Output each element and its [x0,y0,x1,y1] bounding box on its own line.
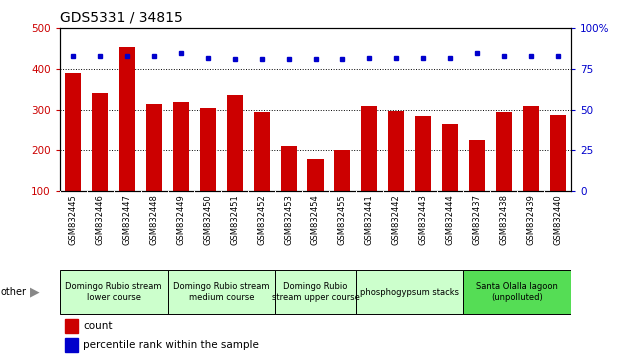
Bar [307,159,324,232]
Text: GSM832450: GSM832450 [203,194,213,245]
Text: GSM832438: GSM832438 [499,194,509,245]
Bar [119,47,135,232]
Bar [469,140,485,232]
Bar [361,106,377,232]
Bar [254,112,270,232]
Bar [66,73,81,232]
Bar [442,124,458,232]
Bar [200,108,216,232]
Bar [334,150,350,232]
Text: GSM832440: GSM832440 [553,194,562,245]
Text: GSM832446: GSM832446 [96,194,105,245]
Bar [146,104,162,232]
Bar [65,319,78,333]
Text: GSM832453: GSM832453 [284,194,293,245]
Bar [92,93,109,232]
Bar [356,270,463,314]
Text: GSM832442: GSM832442 [392,194,401,245]
Text: ▶: ▶ [30,286,40,298]
Bar [173,102,189,232]
Text: Domingo Rubio
stream upper course: Domingo Rubio stream upper course [271,282,360,302]
Bar [522,106,539,232]
Text: GSM832444: GSM832444 [445,194,454,245]
Text: Santa Olalla lagoon
(unpolluted): Santa Olalla lagoon (unpolluted) [476,282,558,302]
Text: percentile rank within the sample: percentile rank within the sample [83,341,259,350]
Text: GSM832451: GSM832451 [230,194,239,245]
Bar [550,115,565,232]
Text: Domingo Rubio stream
lower course: Domingo Rubio stream lower course [66,282,162,302]
Bar [275,270,356,314]
Text: GSM832447: GSM832447 [122,194,132,245]
Text: GDS5331 / 34815: GDS5331 / 34815 [60,11,183,25]
Text: GSM832452: GSM832452 [257,194,266,245]
Text: count: count [83,321,112,331]
Text: GSM832439: GSM832439 [526,194,535,245]
Bar [227,96,243,232]
Text: GSM832449: GSM832449 [177,194,186,245]
Bar [415,116,431,232]
Text: GSM832437: GSM832437 [473,194,481,245]
Text: GSM832443: GSM832443 [418,194,428,245]
Text: GSM832455: GSM832455 [338,194,347,245]
Bar [463,270,571,314]
Bar [281,147,297,232]
Text: GSM832441: GSM832441 [365,194,374,245]
Bar [60,270,168,314]
Bar [168,270,275,314]
Text: GSM832454: GSM832454 [311,194,320,245]
Text: Domingo Rubio stream
medium course: Domingo Rubio stream medium course [173,282,269,302]
Text: other: other [1,287,27,297]
Bar [65,338,78,352]
Text: GSM832448: GSM832448 [150,194,158,245]
Bar [496,112,512,232]
Text: GSM832445: GSM832445 [69,194,78,245]
Bar [388,110,404,232]
Text: phosphogypsum stacks: phosphogypsum stacks [360,287,459,297]
